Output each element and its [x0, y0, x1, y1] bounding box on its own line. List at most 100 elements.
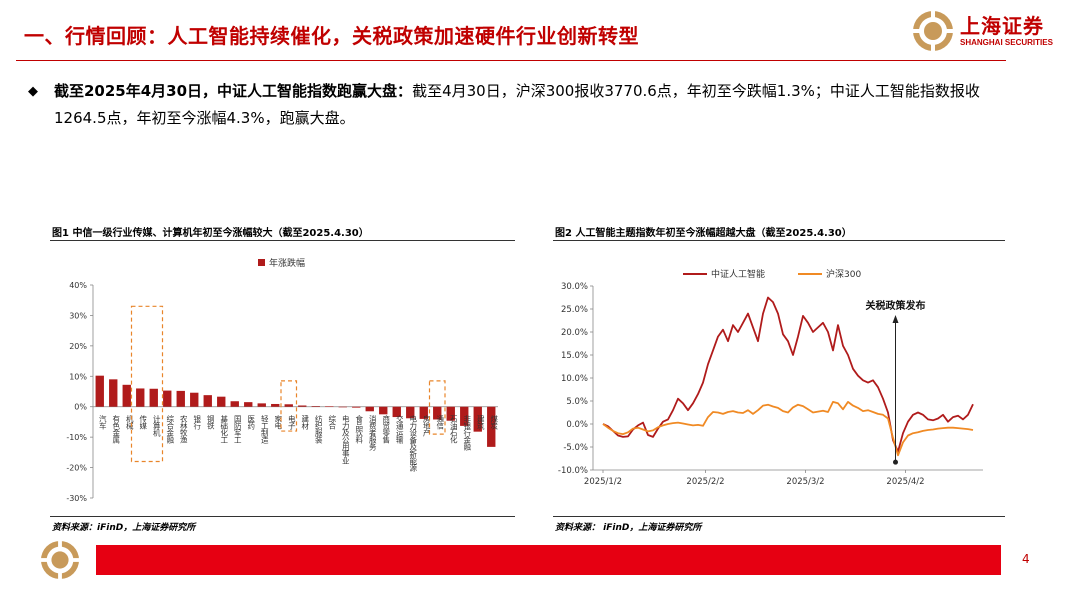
y-tick-label: 5.0% [566, 397, 588, 407]
legend-label: 年涨跌幅 [269, 257, 305, 269]
x-tick-label: 家电 [274, 413, 283, 429]
y-tick-label: 20.0% [561, 328, 588, 338]
logo-cn-text: 上海证券 [960, 14, 1044, 38]
bar [406, 406, 415, 419]
bar [149, 388, 158, 407]
highlight-box [280, 380, 298, 432]
logo-en-text: SHANGHAI SECURITIES [960, 38, 1053, 47]
bar [203, 395, 212, 407]
legend-swatch [258, 259, 265, 266]
y-tick-label: 40% [69, 281, 87, 290]
y-tick-label: 30.0% [561, 282, 588, 292]
highlight-box [130, 305, 164, 463]
bar [338, 406, 347, 408]
y-tick-label: 30% [69, 311, 87, 320]
bar [271, 403, 280, 407]
x-tick-label: 综合金融 [166, 413, 175, 444]
x-tick-label: 有色金属 [112, 413, 121, 444]
bullet-body: 截至4月30日，沪深300报收3770.6点，年初至今跌幅1.3%；中证人工智能… [54, 82, 980, 127]
bar [433, 406, 442, 420]
bar [109, 379, 118, 407]
bar [122, 384, 131, 407]
annotation-arrowhead-icon [892, 315, 899, 323]
bar [230, 401, 239, 407]
x-tick-label: 农林牧渔 [179, 413, 188, 443]
x-tick-label: 消费者服务 [368, 413, 377, 451]
x-tick-label: 2025/1/2 [584, 477, 622, 487]
bar [487, 406, 496, 447]
x-tick-label: 建筑 [476, 413, 485, 430]
highlight-box [428, 380, 446, 435]
footer-bar [96, 545, 1001, 575]
y-tick-label: -30% [66, 494, 87, 503]
x-tick-label: 轻工制造 [260, 413, 269, 444]
bar [365, 406, 374, 412]
y-tick-label: 15.0% [561, 351, 588, 361]
logo-emblem-icon [913, 11, 953, 51]
x-tick-label: 建材 [301, 413, 310, 429]
y-tick-label: 0.0% [566, 420, 588, 430]
x-tick-label: 通信 [436, 413, 445, 430]
y-tick-label: 0% [74, 403, 87, 412]
x-tick-label: 非银行金融 [463, 413, 472, 451]
bar [190, 392, 199, 407]
x-tick-label: 国防军工 [233, 414, 242, 443]
figure2-caption: 图2 人工智能主题指数年初至今涨幅超越大盘（截至2025.4.30） [555, 228, 852, 239]
y-tick-label: -20% [66, 464, 87, 473]
bar [311, 406, 320, 407]
x-tick-label: 2025/4/2 [886, 477, 924, 487]
bar [473, 406, 482, 432]
page-title: 一、行情回顾：人工智能持续催化，关税政策加速硬件行业创新转型 [24, 24, 639, 48]
x-tick-label: 2025/2/2 [686, 477, 724, 487]
bar [163, 390, 172, 407]
x-tick-label: 医药 [247, 414, 256, 430]
y-tick-label: 10% [69, 372, 87, 381]
annotation-label: 关税政策发布 [866, 299, 926, 312]
diamond-bullet-icon: ◆ [28, 84, 38, 99]
figure1-source: 资料来源：iFinD，上海证券研究所 [52, 523, 196, 533]
x-tick-label: 房地产 [422, 413, 431, 437]
figure2-bottom-rule [553, 516, 1005, 517]
annotation-dot [893, 459, 898, 465]
ai-index-line-chart: 中证人工智能 沪深300 30.0% 25.0% 20.0% 15.0% 10.0% 5.0%… [558, 268, 983, 487]
figure1-bottom-rule [50, 516, 515, 517]
x-tick-label: 食品饮料 [355, 413, 364, 444]
x-tick-label: 机械 [125, 413, 134, 430]
x-tick-label: 计算机 [152, 413, 161, 437]
bar [460, 406, 469, 426]
bar [176, 390, 185, 407]
bar [325, 406, 334, 408]
bar [95, 375, 104, 407]
x-tick-label: 电子 [287, 413, 296, 429]
figure2-source: 资料来源： iFinD，上海证券研究所 [555, 523, 702, 533]
y-tick-label: -5.0% [563, 443, 588, 453]
bar [284, 404, 293, 407]
x-tick-label: 电力及公用事业 [341, 413, 350, 464]
x-tick-label: 2025/3/2 [786, 477, 824, 487]
y-tick-label: 20% [69, 342, 87, 351]
legend-label: 中证人工智能 [711, 268, 765, 280]
figure2-top-rule [553, 240, 1005, 241]
x-tick-label: 传媒 [139, 413, 148, 430]
y-tick-label: -10% [66, 433, 87, 442]
summary-bullet: ◆ 截至2025年4月30日，中证人工智能指数跑赢大盘：截至4月30日，沪深30… [28, 78, 998, 132]
page-number: 4 [1022, 552, 1030, 566]
series-line [602, 296, 974, 453]
bullet-headline: 截至2025年4月30日，中证人工智能指数跑赢大盘： [54, 82, 413, 100]
x-tick-label: 石油石化 [449, 414, 458, 444]
x-tick-label: 银行 [193, 414, 202, 430]
series-line [602, 401, 974, 457]
x-tick-label: 钢铁 [206, 413, 215, 430]
footer-logo-icon [40, 540, 80, 580]
bar [257, 403, 266, 407]
bar [352, 406, 361, 408]
x-tick-label: 交通运输 [395, 413, 404, 444]
x-tick-label: 基础化工 [220, 413, 229, 443]
y-tick-label: 25.0% [561, 305, 588, 315]
x-tick-label: 汽车 [98, 413, 107, 430]
figure1-caption: 图1 中信一级行业传媒、计算机年初至今涨幅较大（截至2025.4.30） [52, 228, 369, 239]
x-tick-label: 商贸零售 [382, 413, 391, 444]
title-divider [16, 60, 1006, 61]
y-tick-label: 10.0% [561, 374, 588, 384]
x-tick-label: 纺织服装 [314, 413, 323, 444]
